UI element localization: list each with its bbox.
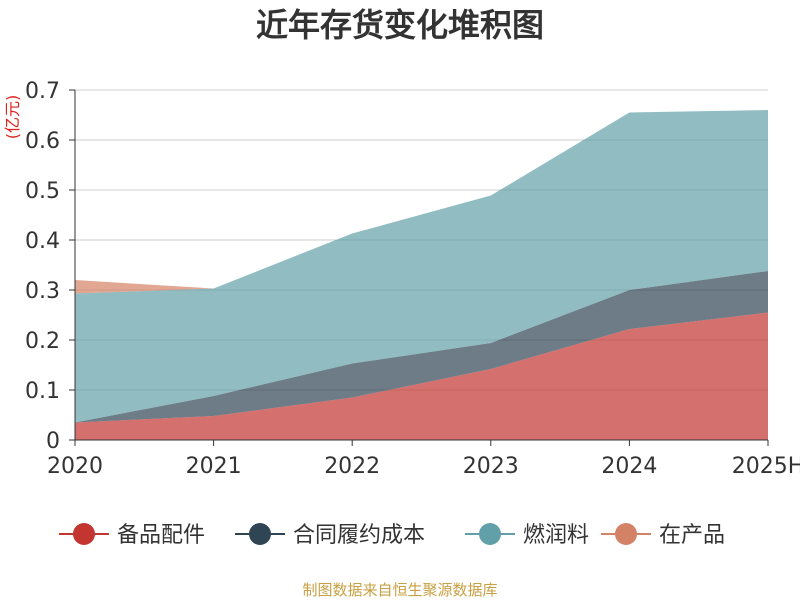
x-tick-label: 2021 [186,454,242,479]
area-series-group [75,110,768,440]
legend-marker [249,523,271,545]
y-tick-label: 0.1 [25,379,60,404]
area-3 [75,110,768,423]
x-tick-label: 2022 [324,454,380,479]
legend-label: 在产品 [659,523,725,548]
legend: 备品配件 合同履约成本 燃润料 在产品 [59,523,725,548]
y-tick-label: 0.4 [25,229,60,254]
legend-marker [73,523,95,545]
area-1 [75,312,768,440]
legend-item[interactable]: 合同履约成本 [235,523,425,548]
y-tick-label: 0.5 [25,179,60,204]
legend-marker [615,523,637,545]
legend-marker [479,523,501,545]
x-tick-labels: 2020 2021 2022 2023 2024 2025H [47,454,800,479]
y-tick-label: 0.2 [25,329,60,354]
y-tick-label: 0.3 [25,279,60,304]
x-tick-label: 2023 [463,454,519,479]
y-tick-label: 0.7 [25,79,60,104]
chart-title: 近年存货变化堆积图 [256,6,544,44]
y-tick-label: 0 [46,429,60,454]
y-axis-unit: (亿元) [3,95,22,140]
x-tick-label: 2025H [732,454,800,479]
legend-label: 燃润料 [523,523,589,548]
x-tick-label: 2024 [601,454,657,479]
y-tick-label: 0.6 [25,129,60,154]
legend-label: 合同履约成本 [293,523,425,548]
legend-label: 备品配件 [117,523,205,548]
area-2 [75,271,768,423]
legend-item[interactable]: 备品配件 [59,523,205,548]
data-source-note: 制图数据来自恒生聚源数据库 [302,581,497,599]
legend-item[interactable]: 在产品 [601,523,725,548]
legend-item[interactable]: 燃润料 [465,523,589,548]
x-tick-label: 2020 [47,454,103,479]
y-tick-labels: 0 0.1 0.2 0.3 0.4 0.5 0.6 0.7 [25,79,60,454]
axes [69,89,769,446]
